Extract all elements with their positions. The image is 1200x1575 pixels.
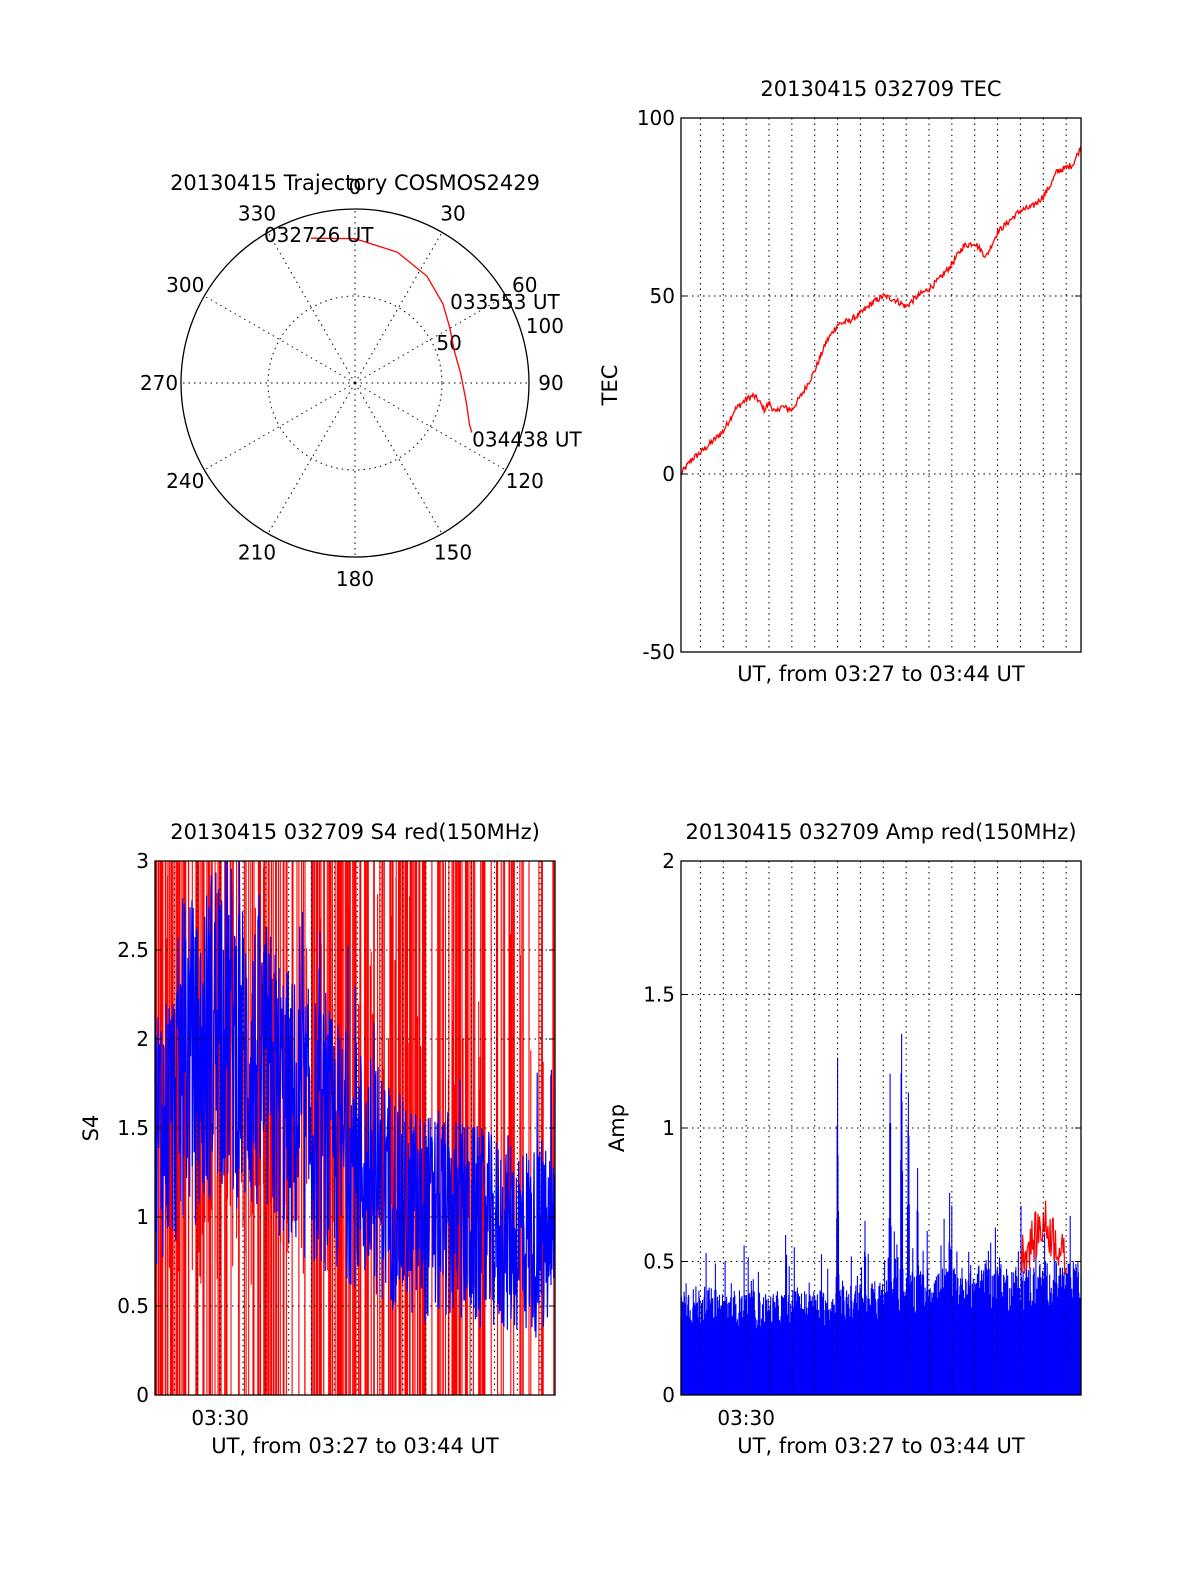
tec-panel: 20130415 032709 TEC -50 0 50 100 TEC UT, fr… [598,77,1082,686]
tec-series-line [680,145,1082,476]
trajectory-line [310,237,473,433]
trajectory-panel: 20130415 Trajectory COSMOS2429 0 30 60 90 12… [140,171,583,591]
amp-y-ticks: 0 0.5 1 1.5 2 [643,849,1081,1407]
angle-label-180: 180 [336,567,374,591]
s4-y-ticks: 0 0.5 1 1.5 2 2.5 3 [117,849,555,1407]
trajectory-title: 20130415 Trajectory COSMOS2429 [170,171,540,195]
amp-red-series [1020,1200,1067,1275]
tec-y-tick-label: 100 [637,106,675,130]
angle-label-330: 330 [238,201,276,225]
polar-outer-circle [180,208,530,558]
polar-spoke-330 [267,232,356,384]
s4-grid [155,861,555,1395]
radius-label-50: 50 [436,331,461,355]
polar-spoke-300 [204,295,356,384]
angle-label-270: 270 [140,371,178,395]
angle-label-120: 120 [506,469,544,493]
tec-y-ticks: -50 0 50 100 [637,106,1081,664]
amp-x-axis-label: UT, from 03:27 to 03:44 UT [737,1434,1025,1458]
amp-y-axis-label: Amp [605,1104,629,1152]
polar-spoke-150 [354,382,443,534]
angle-label-60: 60 [512,273,537,297]
amp-y-tick-label: 0 [662,1383,675,1407]
amp-y-tick-label: 2 [662,849,675,873]
tec-y-tick-label: 0 [662,462,675,486]
amp-blue-bars [680,1033,1082,1395]
polar-grid [181,209,529,557]
s4-x-axis-label: UT, from 03:27 to 03:44 UT [211,1434,499,1458]
s4-blue-series [154,860,556,1338]
tec-plot-frame [680,117,1082,653]
s4-x-tick-0330: 03:30 [191,1406,249,1430]
angle-label-30: 30 [440,201,465,225]
trajectory-start-label: 032726 UT [264,223,374,247]
tec-x-axis-label: UT, from 03:27 to 03:44 UT [737,662,1025,686]
amp-y-tick-label: 1 [662,1116,675,1140]
trajectory-mid-label: 033553 UT [450,290,560,314]
s4-y-tick-label: 1.5 [117,1116,149,1140]
tec-y-tick-label: -50 [642,640,675,664]
amp-x-tick-0330: 03:30 [717,1406,775,1430]
s4-y-tick-label: 2.5 [117,938,149,962]
s4-title: 20130415 032709 S4 red(150MHz) [170,820,540,844]
polar-spoke-240 [204,382,356,471]
tec-title: 20130415 032709 TEC [760,77,1001,101]
s4-y-tick-label: 0.5 [117,1294,149,1318]
angle-label-150: 150 [434,541,472,565]
s4-y-tick-label: 2 [136,1027,149,1051]
trajectory-end-label: 034438 UT [472,428,582,452]
s4-y-tick-label: 0 [136,1383,149,1407]
polar-spoke-30 [354,232,443,384]
angle-label-90: 90 [538,371,563,395]
tec-y-axis-label: TEC [598,365,622,407]
s4-panel: 20130415 032709 S4 red(150MHz) 0 0.5 1 1.5 2… [79,820,556,1458]
polar-spoke-120 [354,382,506,471]
polar-spoke-210 [267,382,356,534]
amp-title: 20130415 032709 Amp red(150MHz) [685,820,1076,844]
s4-y-tick-label: 3 [136,849,149,873]
amp-panel: 20130415 032709 Amp red(150MHz) 0 0.5 1 1.5… [605,820,1082,1458]
polar-ring-50 [267,295,443,471]
s4-y-axis-label: S4 [79,1115,103,1142]
polar-angle-labels: 0 30 60 90 120 150 180 210 240 270 300 330 [140,175,564,591]
tec-y-tick-label: 50 [650,284,675,308]
amp-y-tick-label: 0.5 [643,1250,675,1274]
amp-y-tick-label: 1.5 [643,983,675,1007]
radius-label-100: 100 [526,314,564,338]
amp-grid [681,861,1081,1395]
angle-label-240: 240 [166,469,204,493]
amp-blue-series [680,1033,1082,1395]
angle-label-300: 300 [166,273,204,297]
angle-label-0: 0 [349,175,362,199]
angle-label-210: 210 [238,541,276,565]
tec-grid [681,118,1081,652]
polar-spoke-60 [354,295,506,384]
s4-y-tick-label: 1 [136,1205,149,1229]
